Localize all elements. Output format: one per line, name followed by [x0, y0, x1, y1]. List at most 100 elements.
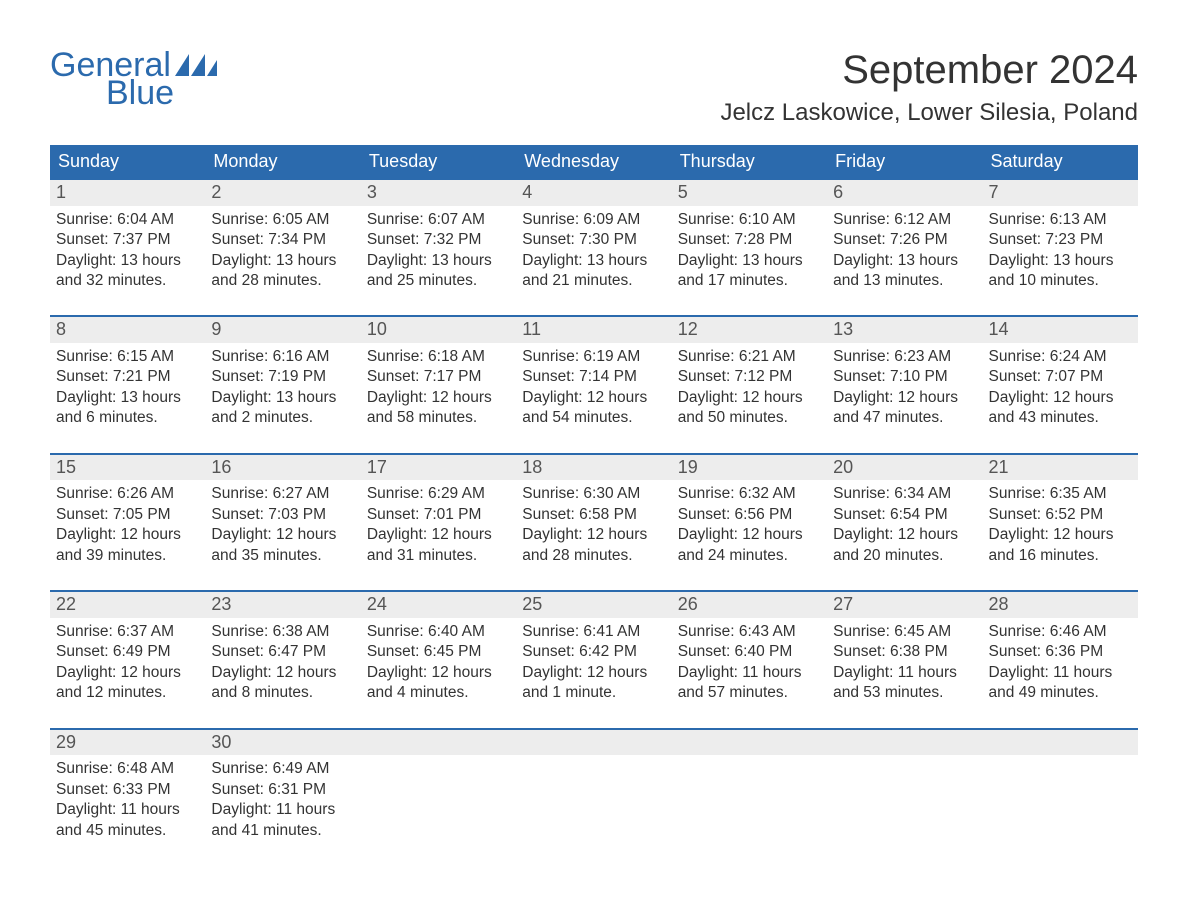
day-body: Sunrise: 6:29 AMSunset: 7:01 PMDaylight:… — [361, 480, 516, 572]
day-body: Sunrise: 6:04 AMSunset: 7:37 PMDaylight:… — [50, 206, 205, 298]
day-number: 11 — [516, 317, 671, 343]
day-sunset: Sunset: 6:33 PM — [56, 780, 199, 800]
day-cell: 16Sunrise: 6:27 AMSunset: 7:03 PMDayligh… — [205, 455, 360, 572]
day-cell: 24Sunrise: 6:40 AMSunset: 6:45 PMDayligh… — [361, 592, 516, 709]
day-dl1: Daylight: 11 hours — [833, 663, 976, 683]
day-number: 29 — [50, 730, 205, 756]
day-sunrise: Sunrise: 6:24 AM — [989, 347, 1132, 367]
day-sunrise: Sunrise: 6:30 AM — [522, 484, 665, 504]
day-sunrise: Sunrise: 6:19 AM — [522, 347, 665, 367]
day-number — [516, 730, 671, 756]
day-number: 20 — [827, 455, 982, 481]
day-number: 14 — [983, 317, 1138, 343]
day-body: Sunrise: 6:05 AMSunset: 7:34 PMDaylight:… — [205, 206, 360, 298]
day-sunset: Sunset: 7:28 PM — [678, 230, 821, 250]
day-dl2: and 41 minutes. — [211, 821, 354, 841]
day-dl2: and 32 minutes. — [56, 271, 199, 291]
day-body: Sunrise: 6:32 AMSunset: 6:56 PMDaylight:… — [672, 480, 827, 572]
day-sunrise: Sunrise: 6:35 AM — [989, 484, 1132, 504]
day-number: 24 — [361, 592, 516, 618]
day-number: 17 — [361, 455, 516, 481]
day-dl2: and 4 minutes. — [367, 683, 510, 703]
day-dl1: Daylight: 11 hours — [678, 663, 821, 683]
day-number: 6 — [827, 180, 982, 206]
day-cell: 12Sunrise: 6:21 AMSunset: 7:12 PMDayligh… — [672, 317, 827, 434]
day-dl2: and 12 minutes. — [56, 683, 199, 703]
flag-icon — [175, 54, 217, 76]
day-dl1: Daylight: 13 hours — [211, 251, 354, 271]
day-dl2: and 10 minutes. — [989, 271, 1132, 291]
day-cell: 18Sunrise: 6:30 AMSunset: 6:58 PMDayligh… — [516, 455, 671, 572]
day-cell: 3Sunrise: 6:07 AMSunset: 7:32 PMDaylight… — [361, 180, 516, 297]
day-body: Sunrise: 6:15 AMSunset: 7:21 PMDaylight:… — [50, 343, 205, 435]
day-cell: 7Sunrise: 6:13 AMSunset: 7:23 PMDaylight… — [983, 180, 1138, 297]
day-number: 16 — [205, 455, 360, 481]
location-subtitle: Jelcz Laskowice, Lower Silesia, Poland — [720, 99, 1138, 127]
day-body: Sunrise: 6:34 AMSunset: 6:54 PMDaylight:… — [827, 480, 982, 572]
day-body: Sunrise: 6:18 AMSunset: 7:17 PMDaylight:… — [361, 343, 516, 435]
day-sunrise: Sunrise: 6:34 AM — [833, 484, 976, 504]
day-dl1: Daylight: 12 hours — [56, 525, 199, 545]
day-cell: 2Sunrise: 6:05 AMSunset: 7:34 PMDaylight… — [205, 180, 360, 297]
day-cell: 20Sunrise: 6:34 AMSunset: 6:54 PMDayligh… — [827, 455, 982, 572]
month-year-title: September 2024 — [720, 48, 1138, 93]
day-body: Sunrise: 6:26 AMSunset: 7:05 PMDaylight:… — [50, 480, 205, 572]
day-number: 9 — [205, 317, 360, 343]
day-sunset: Sunset: 7:37 PM — [56, 230, 199, 250]
day-dl1: Daylight: 12 hours — [367, 525, 510, 545]
day-cell — [983, 730, 1138, 847]
day-sunrise: Sunrise: 6:40 AM — [367, 622, 510, 642]
day-dl2: and 1 minute. — [522, 683, 665, 703]
calendar-page: General Blue September 2024 Jelcz Laskow… — [0, 0, 1188, 918]
day-dl2: and 31 minutes. — [367, 546, 510, 566]
day-cell: 29Sunrise: 6:48 AMSunset: 6:33 PMDayligh… — [50, 730, 205, 847]
day-sunrise: Sunrise: 6:32 AM — [678, 484, 821, 504]
day-sunrise: Sunrise: 6:27 AM — [211, 484, 354, 504]
day-number: 27 — [827, 592, 982, 618]
day-dl2: and 20 minutes. — [833, 546, 976, 566]
day-number: 18 — [516, 455, 671, 481]
day-dl2: and 47 minutes. — [833, 408, 976, 428]
day-sunrise: Sunrise: 6:15 AM — [56, 347, 199, 367]
day-cell: 27Sunrise: 6:45 AMSunset: 6:38 PMDayligh… — [827, 592, 982, 709]
day-cell: 6Sunrise: 6:12 AMSunset: 7:26 PMDaylight… — [827, 180, 982, 297]
day-number: 4 — [516, 180, 671, 206]
day-number: 1 — [50, 180, 205, 206]
calendar-grid: Sunday Monday Tuesday Wednesday Thursday… — [50, 145, 1138, 847]
day-sunset: Sunset: 6:58 PM — [522, 505, 665, 525]
day-sunset: Sunset: 7:21 PM — [56, 367, 199, 387]
day-cell: 21Sunrise: 6:35 AMSunset: 6:52 PMDayligh… — [983, 455, 1138, 572]
day-body: Sunrise: 6:37 AMSunset: 6:49 PMDaylight:… — [50, 618, 205, 710]
day-cell: 30Sunrise: 6:49 AMSunset: 6:31 PMDayligh… — [205, 730, 360, 847]
day-number: 28 — [983, 592, 1138, 618]
day-dl2: and 54 minutes. — [522, 408, 665, 428]
day-number: 25 — [516, 592, 671, 618]
day-cell — [516, 730, 671, 847]
day-sunrise: Sunrise: 6:29 AM — [367, 484, 510, 504]
day-sunset: Sunset: 7:12 PM — [678, 367, 821, 387]
day-sunset: Sunset: 7:03 PM — [211, 505, 354, 525]
weekday-header-row: Sunday Monday Tuesday Wednesday Thursday… — [50, 145, 1138, 178]
day-body: Sunrise: 6:40 AMSunset: 6:45 PMDaylight:… — [361, 618, 516, 710]
day-sunrise: Sunrise: 6:16 AM — [211, 347, 354, 367]
day-body: Sunrise: 6:49 AMSunset: 6:31 PMDaylight:… — [205, 755, 360, 847]
day-cell: 28Sunrise: 6:46 AMSunset: 6:36 PMDayligh… — [983, 592, 1138, 709]
weekday-header: Thursday — [672, 145, 827, 178]
day-sunrise: Sunrise: 6:18 AM — [367, 347, 510, 367]
day-sunrise: Sunrise: 6:21 AM — [678, 347, 821, 367]
day-number: 8 — [50, 317, 205, 343]
day-body: Sunrise: 6:13 AMSunset: 7:23 PMDaylight:… — [983, 206, 1138, 298]
weekday-header: Monday — [205, 145, 360, 178]
day-body: Sunrise: 6:27 AMSunset: 7:03 PMDaylight:… — [205, 480, 360, 572]
day-sunset: Sunset: 7:26 PM — [833, 230, 976, 250]
day-body: Sunrise: 6:38 AMSunset: 6:47 PMDaylight:… — [205, 618, 360, 710]
day-sunset: Sunset: 6:42 PM — [522, 642, 665, 662]
day-number: 12 — [672, 317, 827, 343]
week-row: 8Sunrise: 6:15 AMSunset: 7:21 PMDaylight… — [50, 315, 1138, 434]
day-dl1: Daylight: 12 hours — [211, 663, 354, 683]
week-row: 1Sunrise: 6:04 AMSunset: 7:37 PMDaylight… — [50, 178, 1138, 297]
day-body: Sunrise: 6:30 AMSunset: 6:58 PMDaylight:… — [516, 480, 671, 572]
day-dl2: and 35 minutes. — [211, 546, 354, 566]
day-sunrise: Sunrise: 6:48 AM — [56, 759, 199, 779]
day-sunset: Sunset: 7:32 PM — [367, 230, 510, 250]
